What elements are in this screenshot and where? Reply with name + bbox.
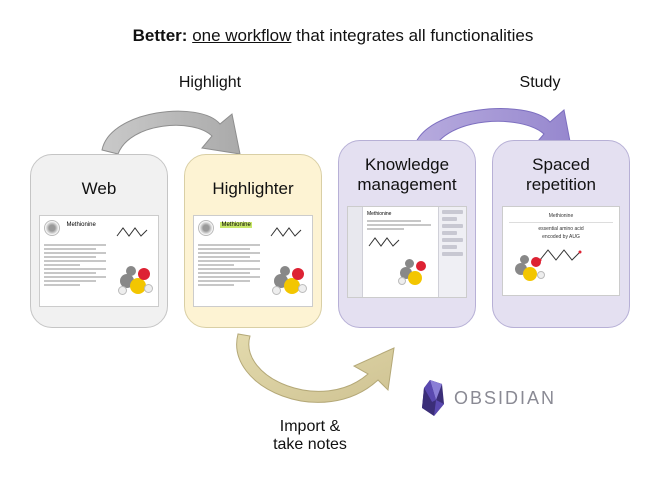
km-doc-title: Methionine — [367, 211, 434, 217]
km-main: Methionine — [363, 207, 438, 297]
molecule-icon — [116, 264, 156, 304]
molecule-icon — [270, 264, 310, 304]
thumb-highlighter: Methionine — [193, 215, 313, 307]
title-suffix: that integrates all functionalities — [296, 26, 533, 45]
page-title: Better: one workflow that integrates all… — [0, 26, 666, 46]
thumb-km: Methionine — [347, 206, 467, 298]
wikipedia-logo-icon — [198, 220, 214, 236]
card-web: Web Methionine — [30, 154, 168, 328]
thumb-web: Methionine — [39, 215, 159, 307]
obsidian-gem-icon — [418, 378, 448, 418]
card-highlighter-title: Highlighter — [195, 165, 311, 199]
sr-line2: encoded by AUG — [509, 234, 613, 240]
label-highlight: Highlight — [150, 74, 270, 92]
sr-card-heading: Methionine — [509, 213, 613, 219]
molecule-icon — [396, 255, 436, 295]
card-knowledge-management: Knowledge management Methionine — [338, 140, 476, 328]
km-right-panel — [438, 207, 466, 297]
sr-line1: essential amino acid — [509, 226, 613, 232]
card-sr-title: Spaced repetition — [503, 151, 619, 194]
arrow-import — [232, 328, 402, 418]
molecule-icon — [511, 251, 551, 291]
label-import: Import & take notes — [220, 418, 400, 454]
card-highlighter: Highlighter Methionine — [184, 154, 322, 328]
obsidian-brand: OBSIDIAN — [418, 378, 556, 418]
km-sidebar — [348, 207, 363, 297]
card-web-title: Web — [41, 165, 157, 199]
title-underlined: one workflow — [192, 26, 291, 45]
arrow-highlight — [90, 92, 250, 162]
wiki-article-title: Methionine — [66, 220, 95, 228]
chem-structure-icon — [367, 232, 401, 250]
thumb-sr: Methionine essential amino acid encoded … — [502, 206, 620, 296]
card-km-title: Knowledge management — [349, 151, 465, 194]
label-study: Study — [480, 74, 600, 92]
chem-structure-icon — [269, 222, 303, 240]
title-prefix: Better: — [133, 26, 188, 45]
wikipedia-logo-icon — [44, 220, 60, 236]
obsidian-wordmark: OBSIDIAN — [454, 388, 556, 409]
chem-structure-icon — [115, 222, 149, 240]
card-spaced-repetition: Spaced repetition Methionine essential a… — [492, 140, 630, 328]
wiki-article-title-hl: Methionine — [220, 220, 251, 228]
